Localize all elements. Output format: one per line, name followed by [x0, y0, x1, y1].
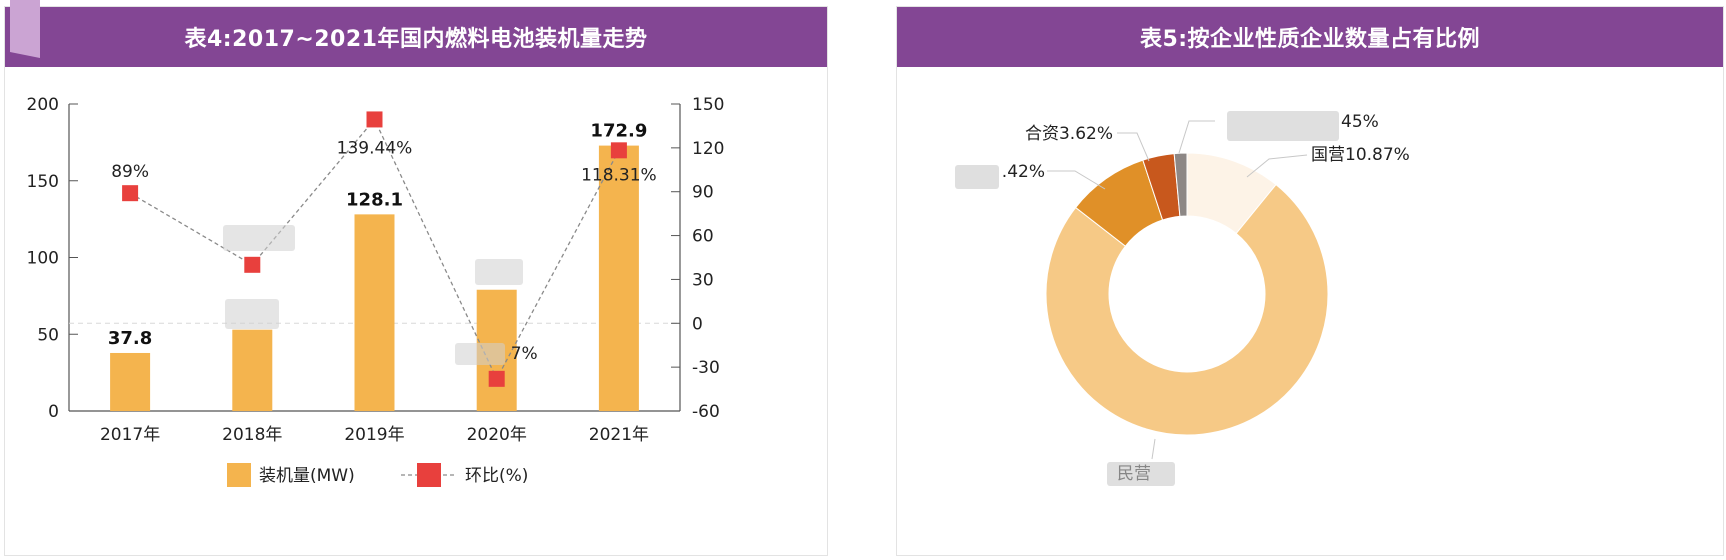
- right-tick-label: -60: [692, 402, 720, 422]
- slice-label: 合资3.62%: [1025, 124, 1113, 144]
- ratio-value-label: 89%: [111, 162, 149, 182]
- legend-line-swatch: [417, 463, 441, 487]
- bar-value-label: 128.1: [346, 189, 403, 210]
- right-tick-label: 0: [692, 314, 703, 334]
- legend-line-label: 环比(%): [465, 466, 528, 486]
- redacted-patch: [955, 165, 999, 189]
- ratio-value-label: 139.44%: [337, 138, 413, 158]
- ratio-value-label: 118.31%: [581, 165, 657, 185]
- ratio-marker: [610, 142, 627, 159]
- left-chart-panel: 表4:2017~2021年国内燃料电池装机量走势 0 50 100 150 200 -60…: [4, 6, 828, 556]
- bar-value-label: 172.9: [590, 121, 647, 142]
- donut-slice: [1045, 183, 1329, 436]
- redacted-patch: [455, 343, 505, 365]
- bar: [354, 214, 395, 411]
- donut-slice: [1173, 152, 1188, 217]
- legend-bar-swatch: [227, 463, 251, 487]
- ratio-marker: [122, 185, 139, 202]
- ratio-marker: [488, 370, 505, 387]
- left-tick-label: 50: [37, 325, 59, 345]
- ratio-marker: [244, 256, 261, 273]
- bar-value-label: 37.8: [108, 328, 152, 349]
- leader-line: [1047, 170, 1106, 190]
- left-tick-label: 150: [27, 172, 59, 192]
- leader-line: [1178, 120, 1215, 154]
- right-tick-label: 120: [692, 139, 724, 159]
- bar: [232, 329, 273, 411]
- redacted-patch: [223, 225, 295, 251]
- slice-label: .42%: [1002, 162, 1045, 182]
- x-tick-label: 2020年: [467, 425, 527, 445]
- leader-line: [1246, 154, 1308, 178]
- right-tick-label: 90: [692, 183, 714, 203]
- x-tick-label: 2017年: [100, 425, 160, 445]
- redacted-patch: [1227, 111, 1339, 141]
- right-tick-label: -30: [692, 358, 720, 378]
- leader-line: [1117, 132, 1150, 162]
- right-tick-label: 150: [692, 95, 724, 115]
- left-chart-title: 表4:2017~2021年国内燃料电池装机量走势: [5, 7, 827, 67]
- right-chart-title: 表5:按企业性质企业数量占有比例: [897, 7, 1723, 67]
- right-tick-label: 60: [692, 227, 714, 247]
- x-tick-label: 2019年: [344, 425, 404, 445]
- ratio-value-label: 7%: [511, 344, 538, 364]
- leader-line: [1151, 438, 1156, 460]
- combo-chart: 0 50 100 150 200 -60 -30 0 30 60 90 120 150 2017年 37.8…: [27, 95, 724, 487]
- slice-label: 45%: [1341, 112, 1379, 132]
- x-tick-label: 2018年: [222, 425, 282, 445]
- legend-bar-label: 装机量(MW): [259, 466, 355, 486]
- left-tick-label: 200: [27, 95, 59, 115]
- left-tick-label: 0: [48, 402, 59, 422]
- corner-decoration: [10, 0, 40, 58]
- redacted-patch: [225, 299, 279, 329]
- slice-label: 国营10.87%: [1311, 145, 1410, 165]
- redacted-patch: [475, 259, 523, 285]
- left-tick-label: 100: [27, 249, 59, 269]
- right-tick-label: 30: [692, 270, 714, 290]
- bar: [598, 145, 639, 411]
- bar: [110, 352, 151, 411]
- redacted-patch: [1107, 462, 1175, 486]
- ratio-marker: [366, 111, 383, 128]
- right-chart-panel: 表5:按企业性质企业数量占有比例 国营10.87%民营.42%合资3.62%45…: [896, 6, 1724, 556]
- donut-chart: 国营10.87%民营.42%合资3.62%45%: [955, 111, 1410, 486]
- x-tick-label: 2021年: [589, 425, 649, 445]
